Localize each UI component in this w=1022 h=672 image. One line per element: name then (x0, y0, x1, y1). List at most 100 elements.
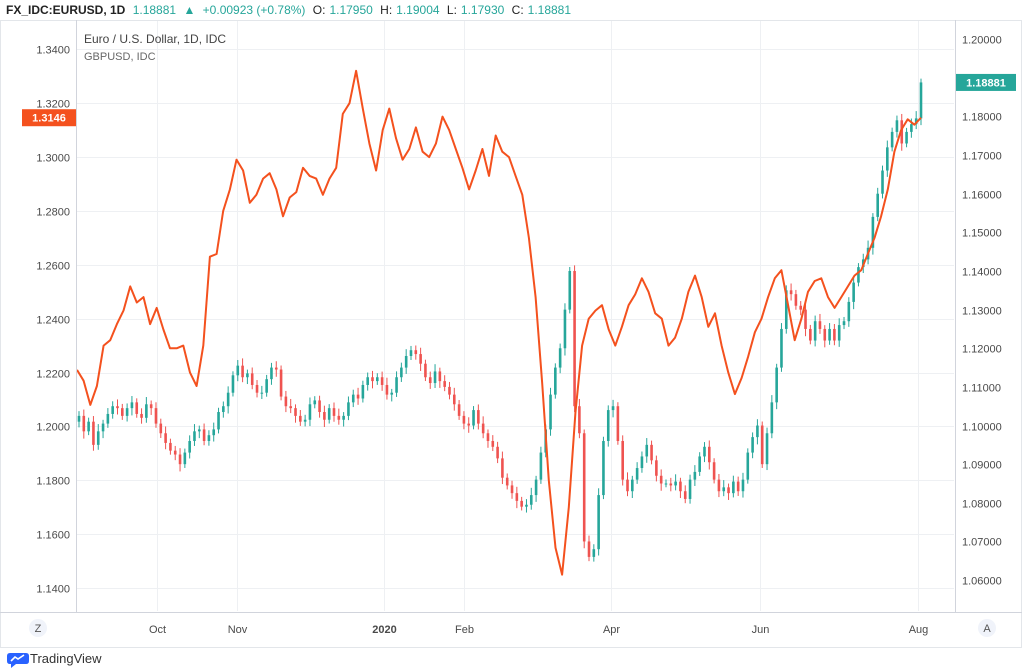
left-tick-label: 1.2000 (36, 422, 70, 434)
candle-body (265, 379, 268, 393)
tradingview-logo-icon (7, 653, 29, 668)
candle-body (857, 267, 860, 283)
close-value: 1.18881 (527, 3, 572, 17)
candle-body (101, 423, 105, 432)
candle-body (578, 406, 581, 434)
candle-body (428, 377, 432, 384)
candle-body (116, 406, 119, 409)
plot-area[interactable] (76, 69, 923, 576)
candle-body (501, 458, 504, 478)
candle-body (96, 431, 100, 445)
candle-body (145, 404, 148, 418)
footer-branding[interactable]: TradingView (0, 648, 200, 672)
right-last-value-marker: 1.18881 (956, 73, 1016, 91)
high-label: H: (380, 3, 393, 17)
right-tick-label: 1.07000 (962, 537, 1002, 549)
candle-body (279, 369, 283, 397)
candle-body (650, 444, 653, 461)
right-tick-label: 1.16000 (962, 190, 1002, 202)
right-tick-label: 1.12000 (962, 344, 1002, 356)
candle-body (376, 377, 379, 382)
candle-body (486, 433, 490, 441)
legend-main-series[interactable]: Euro / U.S. Dollar, 1D, IDC (84, 32, 226, 46)
candle-body (274, 367, 278, 370)
candle-body (804, 309, 807, 329)
candle-body (582, 433, 586, 542)
candle-body (356, 394, 360, 399)
candle-body (631, 479, 634, 492)
candle-body (640, 456, 644, 469)
right-price-axis[interactable]: 1.06000 1.07000 1.08000 1.09000 1.10000 1.110… (962, 35, 1002, 588)
candle-body (197, 429, 201, 432)
candle-body (837, 325, 841, 341)
time-axis[interactable]: Oct Nov 2020 Feb Apr Jun Aug (149, 624, 928, 636)
candle-body (337, 415, 341, 420)
candle-body (178, 454, 182, 465)
candle-body (443, 381, 446, 387)
last-price: 1.18881 (132, 3, 177, 17)
time-tick-label: Apr (603, 624, 620, 636)
candle-body (467, 423, 471, 426)
candle-body (135, 402, 139, 414)
candle-body (202, 429, 206, 441)
candle-body (664, 483, 668, 485)
candle-body (602, 440, 605, 496)
candle-body (385, 384, 389, 395)
auto-scale-z-button[interactable]: Z (29, 619, 47, 637)
a-button-label: A (983, 623, 991, 635)
candle-body (712, 462, 716, 480)
candle-body (842, 321, 846, 326)
candle-body (736, 481, 740, 492)
candle-body (241, 365, 244, 378)
candle-body (881, 170, 884, 194)
price-chart[interactable]: 1.1400 1.1600 1.1800 1.2000 1.2200 1.2400 1.26… (0, 0, 1022, 648)
legend-overlay-series[interactable]: GBPUSD, IDC (84, 51, 156, 63)
candle-body (351, 394, 355, 403)
time-tick-label: Feb (455, 624, 474, 636)
candle-body (347, 402, 350, 416)
candle-body (390, 392, 394, 395)
candle-body (813, 321, 817, 341)
candle-body (284, 396, 288, 407)
auto-scale-a-button[interactable]: A (978, 619, 996, 637)
candle-body (409, 350, 413, 356)
candle-body (674, 481, 677, 486)
right-tick-label: 1.15000 (962, 228, 1002, 240)
symbol-name[interactable]: FX_IDC:EURUSD, 1D (6, 3, 126, 17)
candle-body (616, 406, 620, 441)
candle-body (621, 440, 624, 480)
candle-body (549, 394, 552, 430)
candle-body (106, 413, 110, 424)
candle-body (270, 367, 273, 380)
open-value: 1.17950 (329, 3, 373, 17)
candle-body (659, 475, 663, 484)
candle-body (327, 408, 331, 420)
low-label: L: (446, 3, 457, 17)
gbpusd-line (76, 69, 922, 576)
candle-body (82, 415, 86, 432)
candle-body (472, 410, 475, 426)
candle-body (361, 384, 365, 399)
candle-body (260, 392, 264, 394)
candle-body (212, 429, 216, 436)
candle-body (400, 367, 403, 378)
candle-body (380, 377, 384, 385)
candle-body (236, 365, 240, 376)
candle-body (125, 408, 129, 416)
candle-body (751, 437, 754, 453)
candle-body (809, 328, 812, 341)
candle-body (775, 367, 778, 403)
left-tick-label: 1.2200 (36, 369, 70, 381)
symbol-header: FX_IDC:EURUSD, 1D 1.18881 ▲ +0.00923 (+0… (0, 0, 1022, 20)
candle-body (910, 124, 913, 132)
candle-body (847, 301, 851, 322)
time-tick-label: Oct (149, 624, 166, 636)
candle-body (477, 410, 480, 424)
candle-body (693, 471, 697, 480)
candle-body (308, 404, 312, 420)
left-price-axis[interactable]: 1.1400 1.1600 1.1800 1.2000 1.2200 1.2400 1.26… (36, 45, 70, 596)
candle-body (193, 431, 196, 441)
candle-body (539, 452, 543, 480)
left-tick-label: 1.2400 (36, 315, 70, 327)
candle-body (313, 400, 317, 405)
